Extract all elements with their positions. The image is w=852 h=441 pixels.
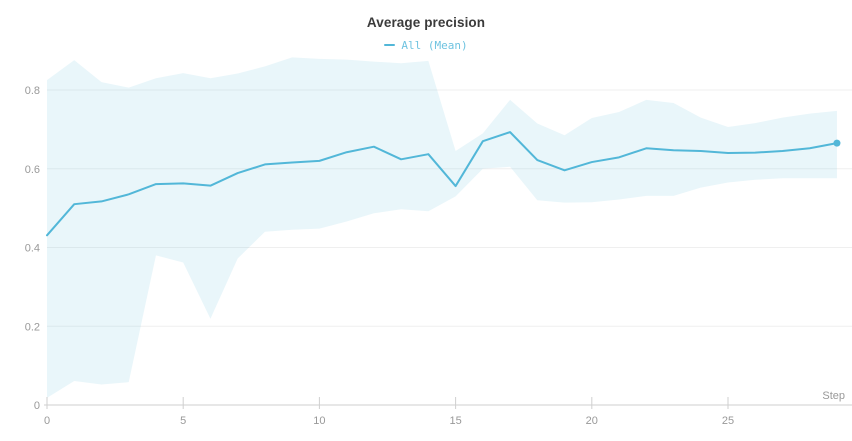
y-tick-label: 0.6: [25, 164, 40, 176]
x-axis-title: Step: [822, 390, 845, 402]
mean-line: [46, 131, 838, 237]
legend-item-all-mean[interactable]: All (Mean): [384, 38, 468, 52]
y-tick-label: 0.8: [25, 85, 40, 97]
x-tick-label: 0: [44, 415, 50, 427]
last-point-marker: [833, 139, 841, 147]
y-tick-label: 0.4: [25, 243, 40, 255]
x-tick-label: 10: [313, 415, 325, 427]
x-tick-label: 20: [586, 415, 598, 427]
x-tick-label: 25: [722, 415, 734, 427]
y-tick-label: 0.2: [25, 321, 40, 333]
y-tick-label: 0: [34, 400, 40, 412]
x-tick-label: 5: [180, 415, 186, 427]
x-tick-label: 15: [449, 415, 461, 427]
legend-line-swatch-icon: [384, 44, 396, 46]
legend-item-label: All (Mean): [401, 38, 468, 52]
chart-title: Average precision: [366, 15, 486, 30]
confidence-band: [47, 57, 837, 398]
legend: All (Mean): [0, 36, 852, 52]
